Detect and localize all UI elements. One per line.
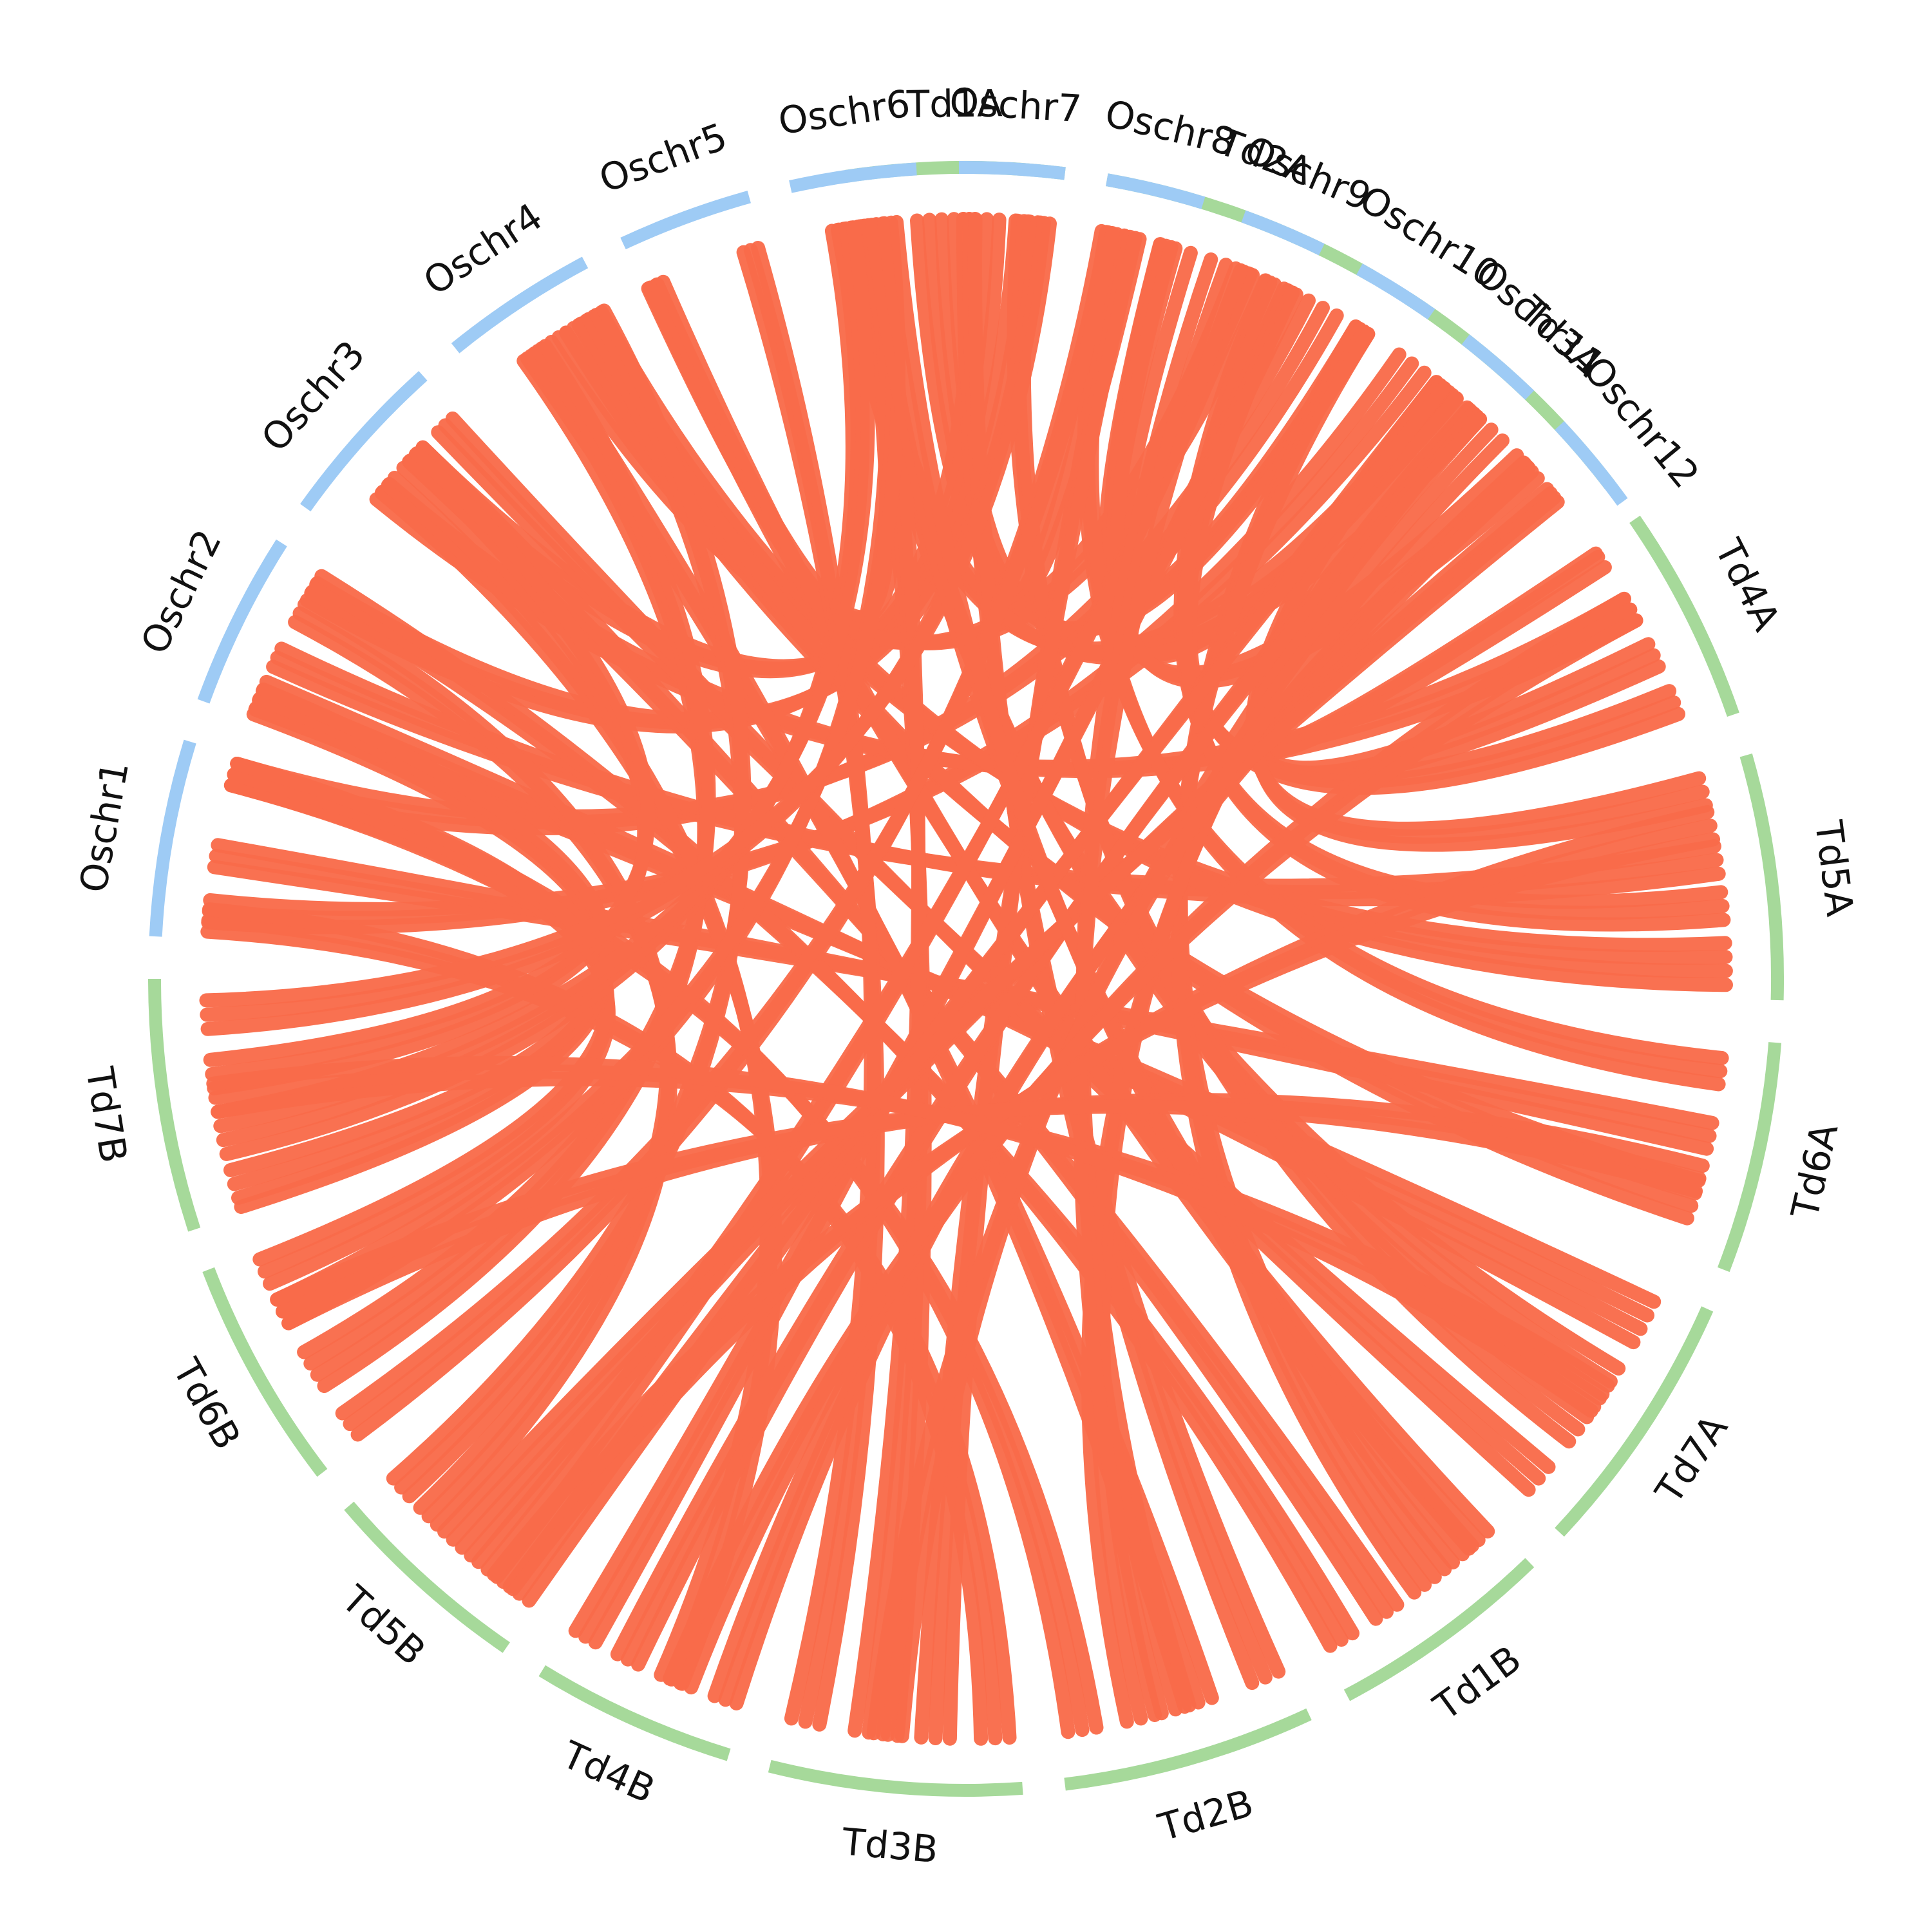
chromosome-arc-oschr12 (1555, 421, 1628, 506)
synteny-link (270, 215, 905, 1307)
synteny-link (437, 495, 1565, 1539)
synteny-link (848, 216, 926, 1738)
synteny-link (314, 569, 1338, 1653)
chromosome-label-oschr2: Oschr2 (132, 523, 230, 661)
chromosome-label-td7b: Td7B (77, 1064, 136, 1166)
chromosome-label-td6b: Td6B (164, 1351, 250, 1457)
chromosome-label-td5a: Td5A (1806, 817, 1862, 919)
chromosome-arc-td7a (1555, 1306, 1714, 1537)
chromosome-arc-oschr9 (1241, 210, 1325, 256)
synteny-link (1073, 263, 1248, 1721)
synteny-link (594, 305, 1733, 992)
chromosome-label-td3b: Td3B (840, 1819, 940, 1871)
synteny-link (751, 241, 878, 1726)
chromosome-arc-oschr1 (149, 739, 196, 937)
chromosome-arc-oschr7 (958, 160, 1066, 180)
chromosome-label-oschr9: Oschr9 (1238, 128, 1378, 220)
synteny-link (610, 409, 1484, 1662)
chromosome-arc-oschr4 (451, 256, 589, 354)
chromosome-arc-td6b (202, 1267, 328, 1477)
synteny-link (203, 365, 1432, 916)
synteny-link (707, 464, 1539, 1703)
chromosome-arc-td5a (1739, 753, 1785, 1001)
synteny-link (889, 214, 1460, 1569)
synteny-link (223, 682, 614, 1177)
chromosome-label-td1a: Td1A (905, 81, 1003, 126)
chromosome-label-td7a: Td7A (1647, 1407, 1737, 1512)
chromosome-arc-oschr3 (300, 371, 428, 512)
chromosome-arc-oschr10 (1356, 263, 1435, 320)
chromosome-label-td1b: Td1B (1425, 1637, 1529, 1729)
chromosome-arc-td2b (1064, 1708, 1312, 1791)
synteny-link (568, 287, 1303, 1638)
chromosome-label-td4a: Td4A (1706, 532, 1788, 638)
chromosome-label-td4b: Td4B (555, 1732, 661, 1812)
chromosome-arc-oschr5 (620, 191, 751, 250)
chromosome-arc-oschr11 (1461, 334, 1535, 400)
chromosome-label-td2b: Td2B (1153, 1781, 1258, 1850)
chromosome-arc-td7b (148, 978, 201, 1232)
chromosome-arc-oschr8 (1106, 173, 1206, 209)
chromosome-arcs (148, 160, 1785, 1797)
synteny-link (206, 1056, 1598, 1418)
synteny-link (1171, 327, 1422, 1600)
chromosome-label-oschr7: Oschr7 (949, 80, 1083, 131)
synteny-link (203, 446, 656, 1067)
synteny-link (663, 613, 1643, 1686)
synteny-link (487, 832, 1720, 1582)
chromosome-label-td6a: Td6A (1783, 1119, 1846, 1223)
chromosome-arc-td3b (768, 1759, 1023, 1797)
chromosome-label-oschr1: Oschr1 (71, 758, 137, 896)
chromosome-label-td5b: Td5B (333, 1577, 434, 1674)
chromosome-arc-td1b (1343, 1558, 1535, 1701)
synteny-link (1249, 381, 1713, 852)
synteny-links (199, 212, 1733, 1746)
chromosome-label-oschr6: Oschr6 (775, 81, 913, 143)
chromosome-label-oschr8: Oschr8 (1101, 91, 1239, 165)
chromosome-arc-td4a (1629, 515, 1739, 717)
chromosome-arc-oschr6 (789, 162, 917, 193)
chromosome-label-oschr5: Oschr5 (594, 115, 733, 202)
synteny-link (335, 226, 1120, 1421)
synteny-link (211, 220, 875, 1119)
chromosome-arc-td6a (1717, 1042, 1782, 1273)
chromosome-arc-oschr2 (197, 539, 287, 704)
chromosome-arc-td5b (344, 1501, 510, 1653)
synteny-link (199, 216, 1057, 1008)
chromosome-arc-td4b (538, 1665, 731, 1761)
synteny-link (270, 1099, 1703, 1307)
